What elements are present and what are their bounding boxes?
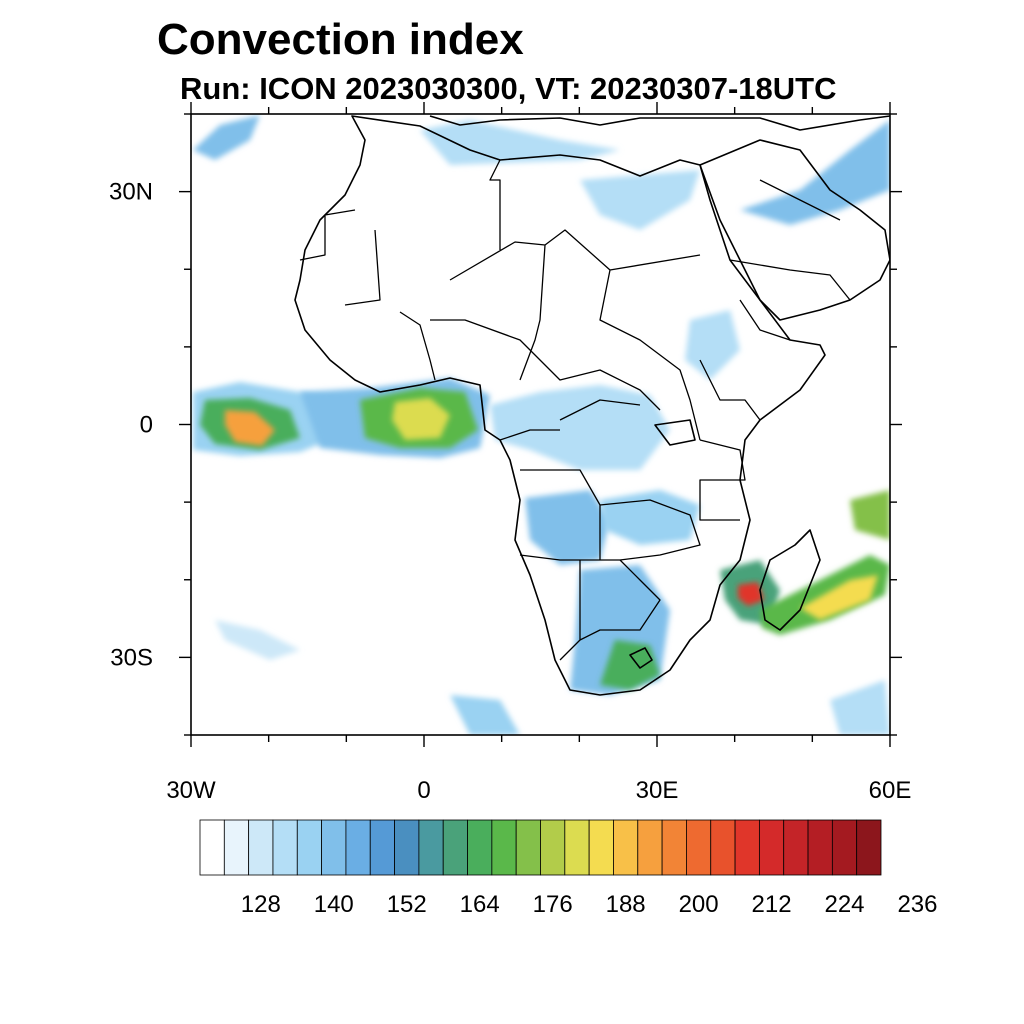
colorbar-label: 188 xyxy=(606,891,646,918)
convection-area-north-africa xyxy=(580,170,700,230)
colorbar-swatch xyxy=(783,819,809,876)
colorbar-label: 224 xyxy=(824,891,864,918)
colorbar-swatch xyxy=(248,819,274,876)
colorbar-swatch xyxy=(515,819,541,876)
convection-area-mediterranean xyxy=(420,120,620,165)
convection-area-arabian-peninsula xyxy=(740,120,890,225)
colorbar-swatch xyxy=(661,819,687,876)
colorbar-swatch xyxy=(199,819,225,876)
convection-area-south-atlantic-west xyxy=(215,620,300,660)
colorbar-label: 140 xyxy=(314,891,354,918)
colorbar-swatch xyxy=(296,819,323,876)
colorbar-swatch xyxy=(686,819,712,876)
x-tick-label: 30E xyxy=(636,777,679,804)
convection-area-south-africa-core xyxy=(600,640,660,690)
colorbar-swatch xyxy=(807,819,833,876)
lake-victoria-outline xyxy=(654,419,696,446)
convection-field-layer xyxy=(193,115,890,735)
country-borders xyxy=(299,159,851,661)
lesotho-border xyxy=(629,647,653,669)
x-tick-label: 0 xyxy=(417,777,430,804)
colorbar-swatch xyxy=(345,819,371,876)
convection-area-southwest-indian-ocean xyxy=(830,680,890,735)
colorbar-swatch xyxy=(418,819,444,876)
colorbar-swatch xyxy=(831,819,858,876)
arabian-coastline xyxy=(699,139,890,321)
colorbar: 128 140 152 164 176 188 200 212 224 236 xyxy=(199,819,938,918)
africa-coastline xyxy=(294,115,826,696)
convection-area-indian-ocean-east xyxy=(850,490,890,540)
colorbar-label: 200 xyxy=(679,891,719,918)
colorbar-swatch xyxy=(613,819,639,876)
x-tick-label: 60E xyxy=(869,777,912,804)
colorbar-label: 212 xyxy=(752,891,792,918)
colorbar-swatch xyxy=(734,819,760,876)
colorbar-swatch xyxy=(637,819,663,876)
y-tick-label: 0 xyxy=(140,412,153,439)
map-subtitle: Run: ICON 2023030300, VT: 20230307-18UTC xyxy=(180,71,837,106)
y-axis: 30N 0 30S xyxy=(109,113,902,736)
x-tick-label: 30W xyxy=(166,777,216,804)
colorbar-swatch xyxy=(223,819,250,876)
convection-area-congo xyxy=(490,385,670,470)
colorbar-swatch xyxy=(564,819,590,876)
colorbar-swatch xyxy=(491,819,517,876)
colorbar-swatch xyxy=(758,819,785,876)
colorbar-swatch xyxy=(856,819,882,876)
madagascar-coastline xyxy=(759,529,821,631)
convection-area-north-atlantic xyxy=(193,115,260,160)
colorbar-swatch xyxy=(588,819,614,876)
x-axis: 30W 0 30E 60E xyxy=(166,102,911,804)
colorbar-label: 176 xyxy=(533,891,573,918)
colorbar-label: 152 xyxy=(387,891,427,918)
colorbar-swatch xyxy=(540,819,566,876)
colorbar-swatch xyxy=(394,819,420,876)
colorbar-label: 128 xyxy=(241,891,281,918)
convection-area-zambia xyxy=(600,490,700,545)
y-tick-label: 30S xyxy=(110,644,153,671)
map-title: Convection index xyxy=(157,15,524,64)
coastline-layer xyxy=(294,115,890,696)
colorbar-swatch xyxy=(442,819,468,876)
colorbar-swatch xyxy=(467,819,493,876)
y-tick-label: 30N xyxy=(109,179,153,206)
convection-area-angola xyxy=(525,490,610,565)
convection-area-south-atlantic xyxy=(450,695,520,735)
convection-area-gulf-guinea-core xyxy=(392,398,450,440)
colorbar-swatch xyxy=(710,819,736,876)
europe-coastline xyxy=(429,115,890,131)
convection-area-ethiopia xyxy=(685,310,740,380)
colorbar-swatch xyxy=(321,819,347,876)
colorbar-swatch xyxy=(369,819,395,876)
convection-area-atlantic-west-peak xyxy=(225,410,275,446)
colorbar-label: 236 xyxy=(897,891,937,918)
convection-area-mozambique-channel-core xyxy=(738,582,764,606)
colorbar-label: 164 xyxy=(460,891,500,918)
convection-area-madagascar-east-core xyxy=(800,575,878,620)
colorbar-swatch xyxy=(272,819,298,876)
